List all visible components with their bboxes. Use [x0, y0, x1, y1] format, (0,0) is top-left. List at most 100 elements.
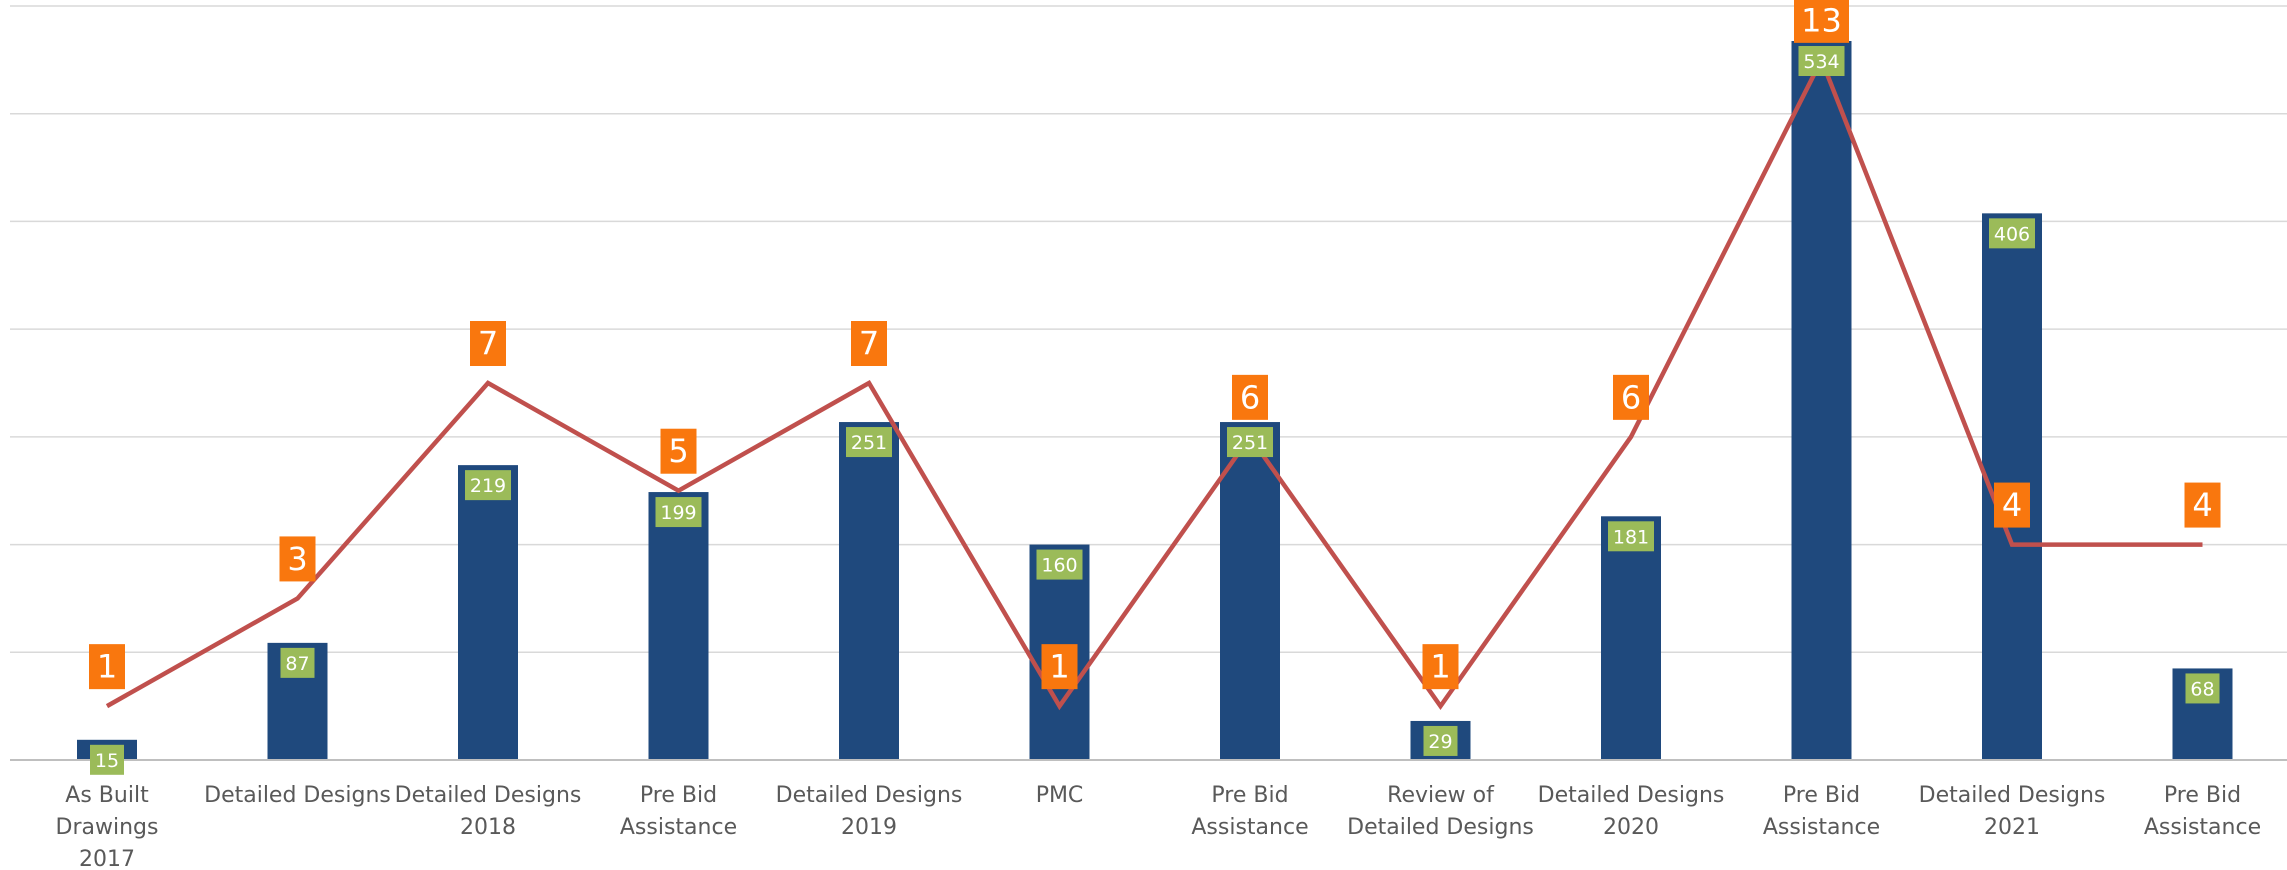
line-data-label-text: 1 — [1430, 648, 1450, 686]
category-label-line: Detailed Designs — [395, 783, 582, 808]
line-data-label: 4 — [2184, 482, 2221, 528]
bar — [648, 492, 709, 760]
line-data-label-text: 4 — [2192, 486, 2212, 524]
bar — [1220, 422, 1280, 760]
category-label-line: Pre Bid — [1211, 783, 1288, 808]
bar-data-label-text: 181 — [1613, 526, 1649, 548]
category-label-line: PMC — [1036, 783, 1084, 808]
bar-data-label-bg — [846, 427, 892, 458]
bar-data-label-bg — [90, 744, 124, 775]
grid-lines — [10, 5, 2287, 654]
line-data-label: 5 — [660, 428, 697, 474]
category-label-line: Detailed Designs — [1347, 815, 1534, 840]
line-data-label-text: 5 — [668, 432, 688, 470]
bar-data-label-bg — [655, 497, 702, 528]
category-label-line: Detailed Designs — [776, 783, 963, 808]
bar — [839, 422, 899, 760]
category-label-line: Assistance — [1763, 815, 1880, 840]
category-label-line: Detailed Designs — [204, 783, 391, 808]
line-data-label-text: 6 — [1621, 378, 1641, 416]
bar-data-label-text: 199 — [660, 502, 696, 524]
bar-data-label: 406 — [1989, 218, 2035, 249]
category-label-line: 2017 — [79, 847, 135, 870]
category-label-line: Pre Bid — [1783, 783, 1860, 808]
bar-data-label-text: 15 — [95, 750, 119, 772]
bar-data-label: 199 — [655, 497, 702, 528]
category-label-line: Pre Bid — [640, 783, 717, 808]
bar-data-label: 29 — [1423, 725, 1458, 756]
bar-data-label-text: 68 — [2190, 678, 2214, 700]
category-label-line: Assistance — [2144, 815, 2261, 840]
category-label-line: 2018 — [460, 815, 516, 840]
line-data-label: 6 — [1613, 374, 1649, 420]
bar-data-label-text: 534 — [1803, 51, 1839, 73]
bar-data-label: 181 — [1608, 521, 1654, 552]
bar-data-label-text: 87 — [285, 653, 309, 675]
bar — [1601, 516, 1661, 760]
category-label: As Built Drawings 2017 — [56, 783, 159, 870]
line-data-label-bg — [1994, 482, 2030, 528]
line-data-label-bg — [1613, 374, 1649, 420]
line-data-label: 1 — [1041, 644, 1078, 690]
bar-data-label-bg — [280, 647, 315, 678]
bar-data-label-bg — [1423, 725, 1458, 756]
bar — [458, 465, 518, 760]
category-label: Pre Bid Assistance — [620, 783, 737, 840]
category-label: PMC — [1036, 783, 1084, 808]
category-label-line: Assistance — [620, 815, 737, 840]
bar-data-label: 534 — [1798, 46, 1845, 77]
bar-data-label: 160 — [1036, 549, 1083, 580]
bar-data-label-bg — [1227, 427, 1273, 458]
bar-data-label-bg — [2185, 673, 2220, 704]
category-label-line: Detailed Designs — [1919, 783, 2106, 808]
bar-data-label: 87 — [280, 647, 315, 678]
line-data-label-text: 1 — [1049, 648, 1069, 686]
bar-data-label: 68 — [2185, 673, 2220, 704]
line-data-label-bg — [2184, 482, 2221, 528]
bar-data-label-text: 160 — [1041, 555, 1077, 577]
category-label-line: 2021 — [1984, 815, 2040, 840]
bar — [1791, 41, 1852, 760]
bar-data-label: 251 — [1227, 427, 1273, 458]
line-data-label-text: 6 — [1240, 378, 1260, 416]
line-data-label-text: 3 — [287, 540, 307, 578]
line-data-label: 13 — [1794, 0, 1849, 43]
category-label: Pre Bid Assistance — [2144, 783, 2261, 840]
line-data-label-text: 4 — [2002, 486, 2022, 524]
line-data-label: 1 — [1422, 644, 1459, 690]
bar-series — [77, 41, 2233, 761]
category-label: Pre Bid Assistance — [1191, 783, 1308, 840]
line-data-label: 1 — [89, 644, 125, 690]
bar-data-label-text: 29 — [1428, 731, 1452, 753]
bar-data-label-text: 406 — [1994, 223, 2030, 245]
line-data-label: 3 — [279, 536, 316, 582]
line-data-label-text: 13 — [1801, 1, 1842, 39]
line-data-label-bg — [660, 428, 697, 474]
category-label: Detailed Designs 2018 — [395, 783, 582, 840]
category-label-line: 2019 — [841, 815, 897, 840]
category-label-line: Detailed Designs — [1538, 783, 1725, 808]
category-label-line: 2020 — [1603, 815, 1659, 840]
bar-data-label: 219 — [465, 470, 511, 501]
bar-data-label-bg — [1798, 46, 1845, 77]
bar-data-label-bg — [1989, 218, 2035, 249]
line-data-label-bg — [851, 321, 887, 366]
line-data-label: 4 — [1994, 482, 2030, 528]
line-data-label-bg — [1794, 0, 1849, 43]
line-data-label-text: 7 — [859, 325, 879, 363]
line-series — [105, 54, 2203, 711]
category-label-line: Assistance — [1191, 815, 1308, 840]
category-label: Detailed Designs 2021 — [1919, 783, 2106, 840]
bar-data-label: 15 — [90, 744, 124, 775]
line-data-label: 6 — [1232, 374, 1268, 420]
line-data-label-bg — [1422, 644, 1459, 690]
category-label: Detailed Designs 2020 — [1538, 783, 1725, 840]
category-label-line: As Built — [65, 783, 149, 808]
bar-data-label-text: 251 — [1232, 432, 1268, 454]
category-label: Pre Bid Assistance — [1763, 783, 1880, 840]
bar-data-label-bg — [1608, 521, 1654, 552]
